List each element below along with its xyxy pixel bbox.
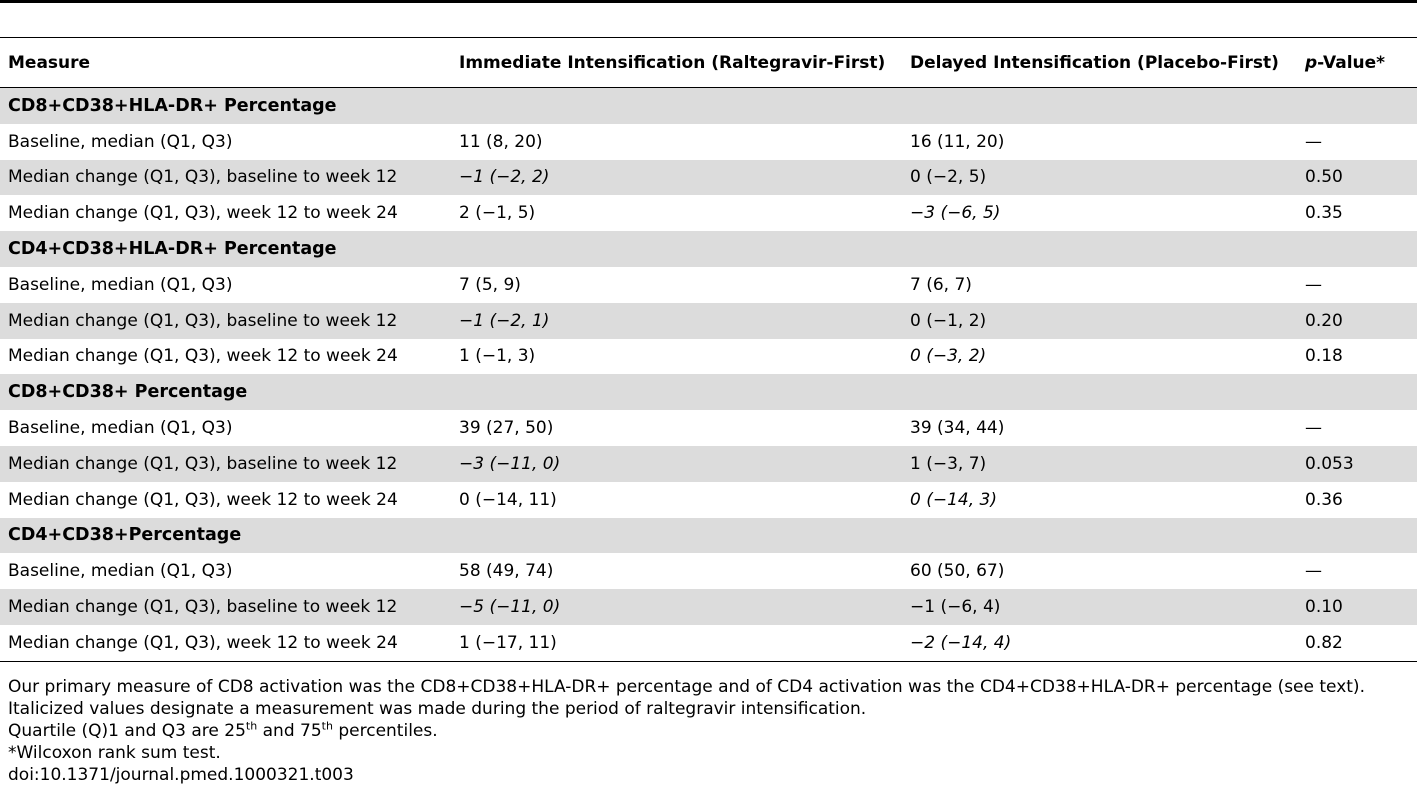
section-row: CD8+CD38+ Percentage [0,374,1417,411]
measure-cell: Median change (Q1, Q3), week 12 to week … [8,489,398,510]
table-row: Baseline, median (Q1, Q3) 58 (49, 74) 60… [0,553,1417,589]
pvalue-cell: 0.35 [1305,203,1343,224]
pvalue-cell: — [1305,418,1322,439]
footnote-quartile-a: Quartile (Q)1 and Q3 are 25 [8,721,246,741]
header-measure: Measure [8,52,91,73]
delayed-cell: 0 (−14, 3) [910,489,997,510]
pvalue-cell: 0.50 [1297,159,1417,196]
doi-link[interactable]: doi:10.1371/journal.pmed.1000321.t003 [8,765,354,785]
immediate-cell: 1 (−17, 11) [459,632,557,653]
delayed-cell: 39 (34, 44) [910,418,1005,439]
header-delayed: Delayed Intensification (Placebo-First) [910,52,1279,73]
data-table-container: Measure Immediate Intensification (Ralte… [0,37,1417,662]
immediate-cell: −1 (−2, 1) [451,302,902,339]
section-title: CD4+CD38+HLA-DR+ Percentage [0,231,1417,267]
footnote-quartile-b: and 75 [257,721,322,741]
header-immediate: Immediate Intensification (Raltegravir-F… [459,52,886,73]
footnote-sup-2: th [321,719,333,733]
immediate-cell: 58 (49, 74) [459,561,554,582]
footnote-quartile: Quartile (Q)1 and Q3 are 25th and 75th p… [8,720,1413,742]
footnote-sup-1: th [245,719,258,733]
immediate-cell: 39 (27, 50) [459,418,554,439]
delayed-cell: −3 (−6, 5) [910,203,1001,224]
measure-cell: Baseline, median (Q1, Q3) [8,561,233,582]
pvalue-cell: — [1305,131,1322,152]
header-pvalue-rest: -Value* [1317,52,1386,73]
delayed-cell: 0 (−3, 2) [910,346,987,367]
pvalue-cell: — [1305,274,1322,295]
delayed-cell: −1 (−6, 4) [902,589,1297,625]
header-pvalue-italic: p [1305,52,1318,73]
pvalue-cell: 0.053 [1297,445,1417,482]
pvalue-cell: — [1305,561,1322,582]
table-row: Median change (Q1, Q3), week 12 to week … [0,195,1417,231]
delayed-cell: 16 (11, 20) [910,131,1005,152]
table-row: Baseline, median (Q1, Q3) 11 (8, 20) 16 … [0,124,1417,160]
delayed-cell: 60 (50, 67) [910,561,1005,582]
table-row: Baseline, median (Q1, Q3) 7 (5, 9) 7 (6,… [0,267,1417,303]
results-table: Measure Immediate Intensification (Ralte… [0,37,1417,662]
measure-cell: Median change (Q1, Q3), baseline to week… [0,302,451,339]
header-pvalue: p-Value* [1297,38,1417,88]
header-row: Measure Immediate Intensification (Ralte… [0,37,1417,88]
table-row: Median change (Q1, Q3), baseline to week… [0,445,1417,482]
pvalue-cell: 0.82 [1305,632,1343,653]
immediate-cell: 0 (−14, 11) [459,489,557,510]
immediate-cell: 7 (5, 9) [459,274,521,295]
table-row: Median change (Q1, Q3), week 12 to week … [0,482,1417,518]
delayed-cell: 0 (−2, 5) [902,159,1297,196]
measure-cell: Median change (Q1, Q3), week 12 to week … [8,632,398,653]
measure-cell: Baseline, median (Q1, Q3) [8,418,233,439]
pvalue-cell: 0.18 [1305,346,1343,367]
measure-cell: Baseline, median (Q1, Q3) [8,274,233,295]
section-title: CD8+CD38+HLA-DR+ Percentage [0,87,1417,124]
immediate-cell: −5 (−11, 0) [451,589,902,625]
delayed-cell: 7 (6, 7) [910,274,972,295]
measure-cell: Median change (Q1, Q3), baseline to week… [0,159,451,196]
table-row: Median change (Q1, Q3), baseline to week… [0,302,1417,339]
pvalue-cell: 0.10 [1297,589,1417,625]
table-row: Median change (Q1, Q3), baseline to week… [0,589,1417,625]
footnote-primary-measure: Our primary measure of CD8 activation wa… [8,677,1365,719]
footnote-wilcoxon: *Wilcoxon rank sum test. [8,743,221,763]
immediate-cell: 1 (−1, 3) [459,346,536,367]
measure-cell: Median change (Q1, Q3), week 12 to week … [8,203,398,224]
section-title: CD8+CD38+ Percentage [0,374,1417,411]
top-rule [0,0,1417,3]
delayed-cell: 0 (−1, 2) [902,302,1297,339]
immediate-cell: 2 (−1, 5) [459,203,536,224]
table-row: Median change (Q1, Q3), week 12 to week … [0,625,1417,662]
table-row: Median change (Q1, Q3), week 12 to week … [0,339,1417,375]
table-row: Baseline, median (Q1, Q3) 39 (27, 50) 39… [0,410,1417,446]
immediate-cell: −1 (−2, 2) [451,159,902,196]
measure-cell: Baseline, median (Q1, Q3) [8,131,233,152]
measure-cell: Median change (Q1, Q3), week 12 to week … [8,346,398,367]
immediate-cell: 11 (8, 20) [459,131,543,152]
pvalue-cell: 0.36 [1305,489,1343,510]
delayed-cell: 1 (−3, 7) [902,445,1297,482]
table-row: Median change (Q1, Q3), baseline to week… [0,159,1417,196]
footnote-quartile-c: percentiles. [332,721,438,741]
section-row: CD4+CD38+HLA-DR+ Percentage [0,231,1417,267]
pvalue-cell: 0.20 [1297,302,1417,339]
measure-cell: Median change (Q1, Q3), baseline to week… [0,445,451,482]
immediate-cell: −3 (−11, 0) [451,445,902,482]
section-row: CD8+CD38+HLA-DR+ Percentage [0,87,1417,124]
table-footnotes: Our primary measure of CD8 activation wa… [8,676,1413,786]
measure-cell: Median change (Q1, Q3), baseline to week… [0,589,451,625]
section-title: CD4+CD38+Percentage [0,517,1417,554]
section-row: CD4+CD38+Percentage [0,517,1417,554]
delayed-cell: −2 (−14, 4) [910,632,1012,653]
